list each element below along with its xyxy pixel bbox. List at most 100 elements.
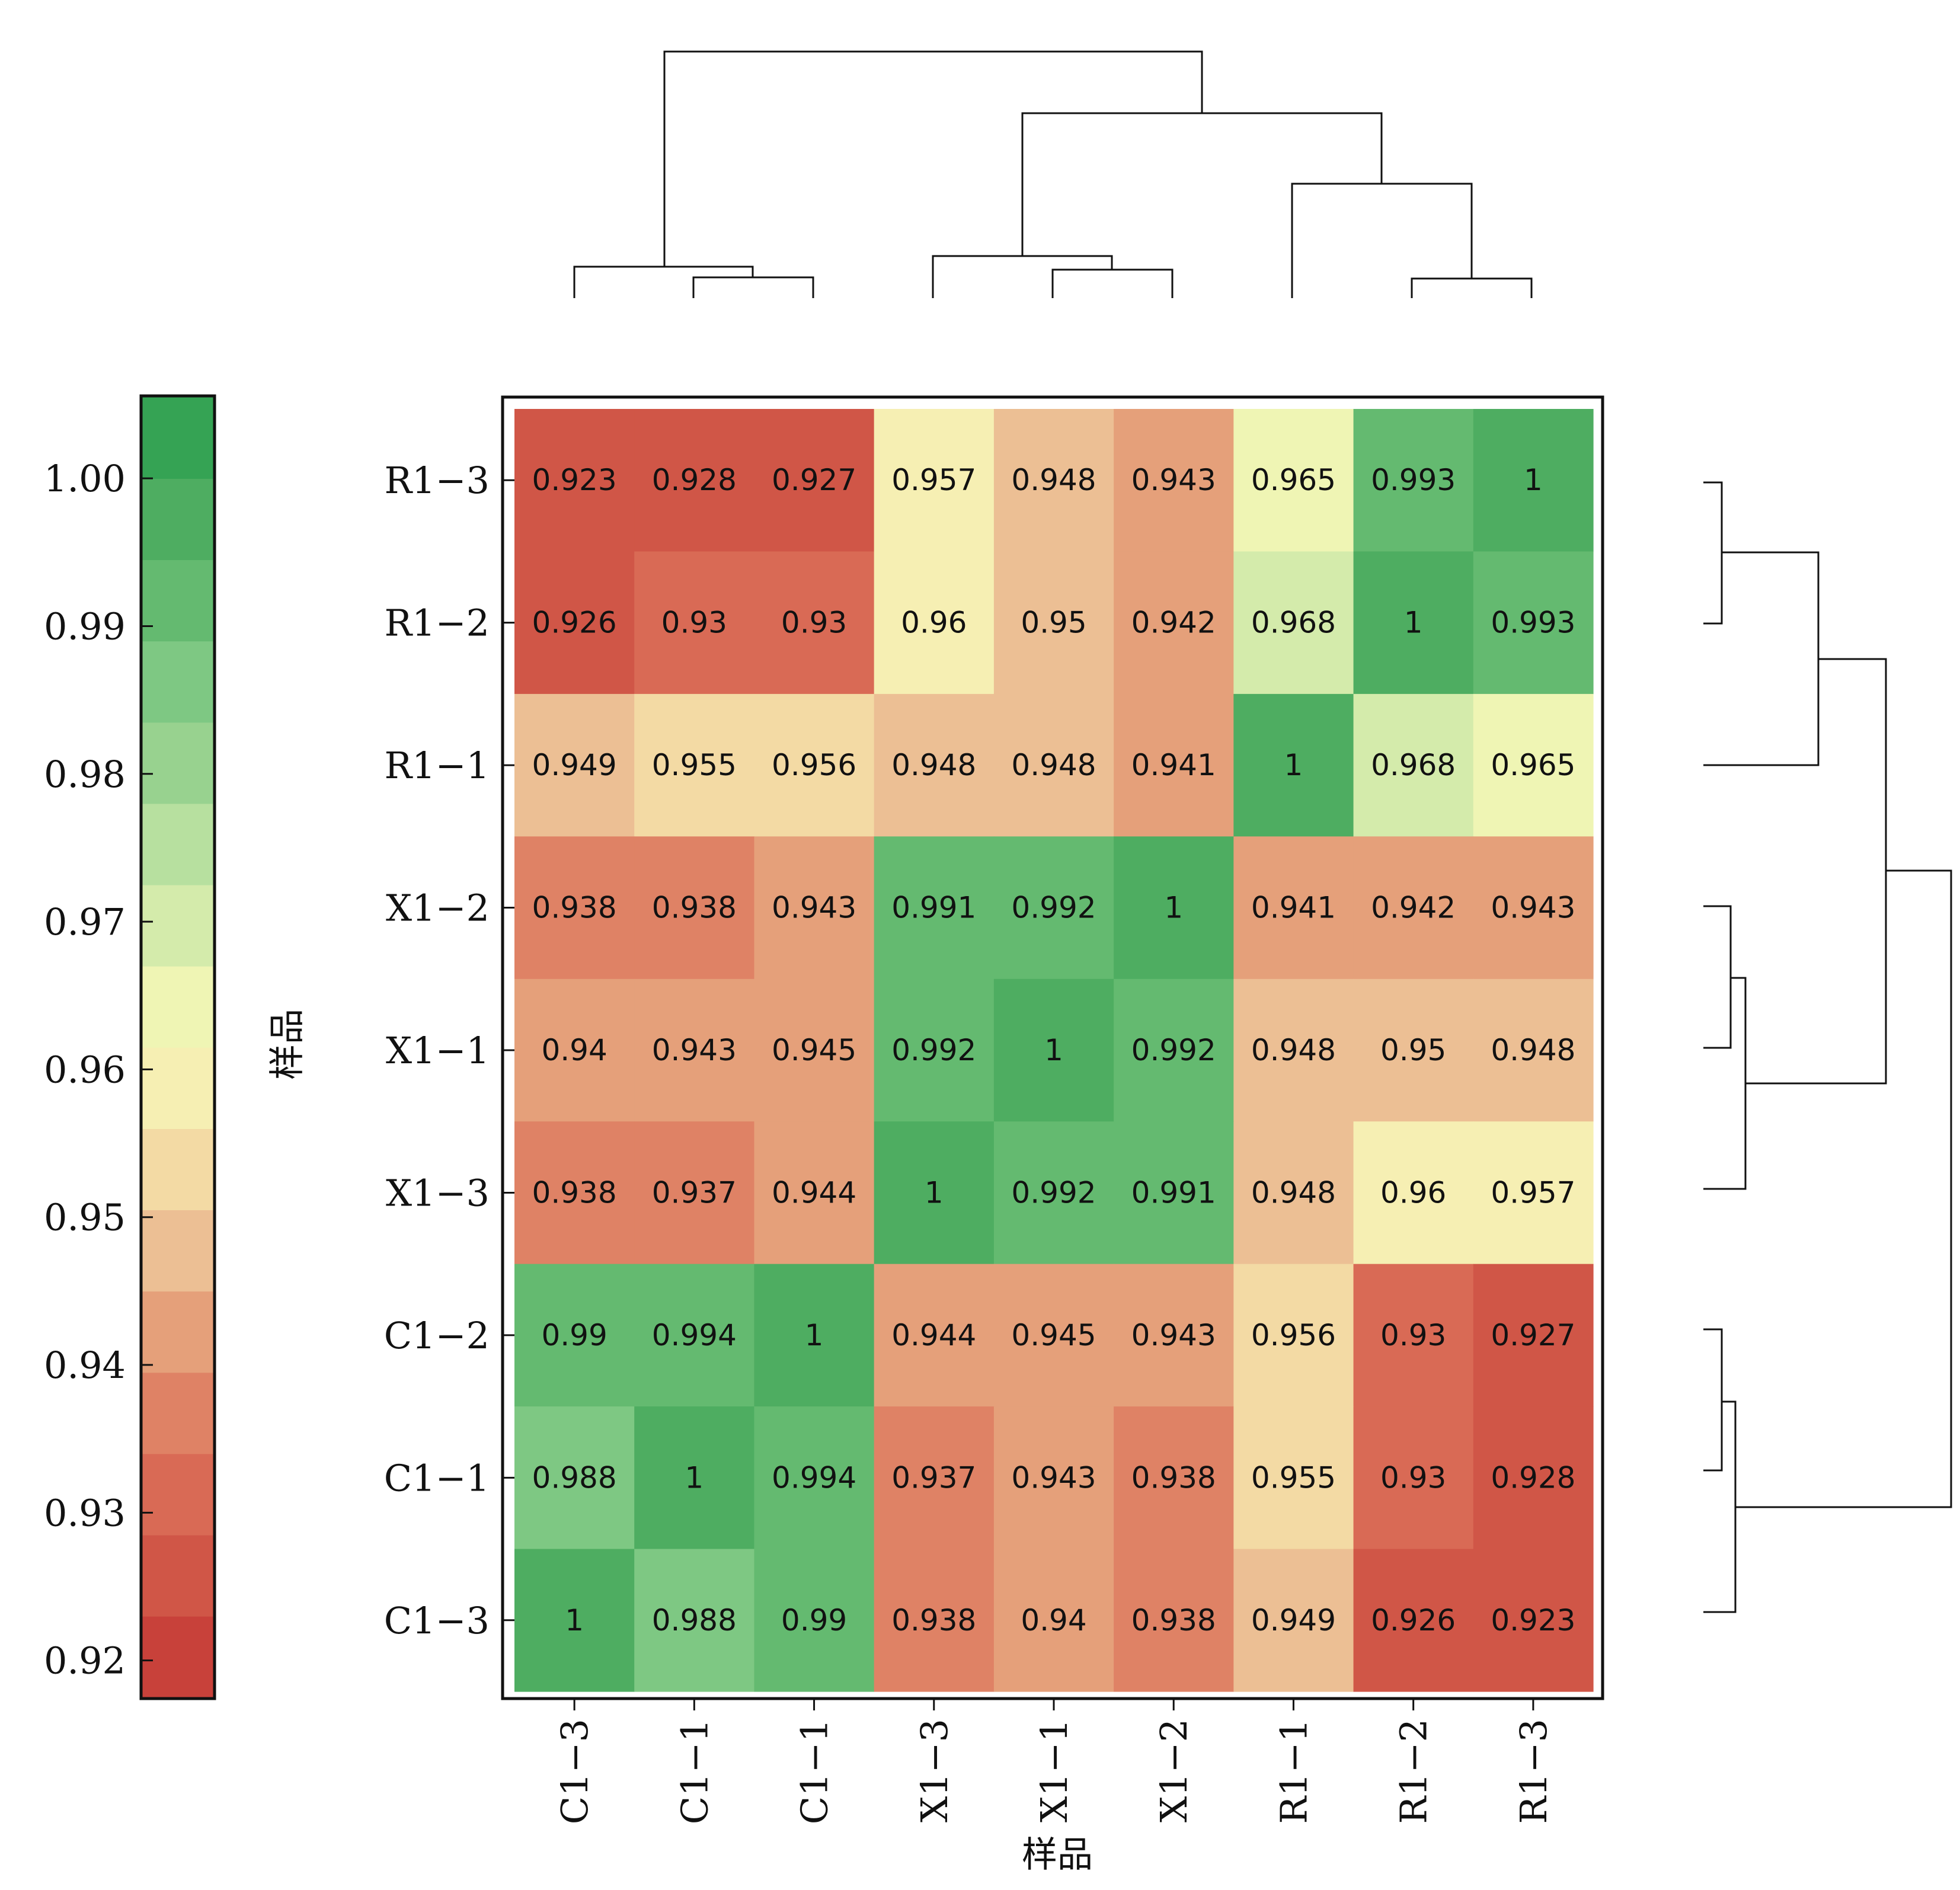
cell-value-label: 0.949: [532, 748, 617, 782]
heatmap-cell: [754, 1264, 875, 1407]
heatmap-cell: [514, 978, 635, 1122]
heatmap-cell: [634, 978, 755, 1122]
heatmap-cell: [514, 409, 635, 552]
heatmap-cell: [754, 1121, 875, 1265]
column-label: X1−3: [913, 1719, 956, 1822]
heatmap-cell: [1233, 409, 1354, 552]
cell-value-label: 0.991: [1131, 1175, 1216, 1210]
cell-value-label: 0.957: [891, 463, 976, 497]
color-bar-tick-label: 0.93: [44, 1491, 126, 1534]
cell-value-label: 0.948: [1251, 1033, 1336, 1067]
heatmap-cell: [1353, 1406, 1474, 1550]
heatmap-cell: [1473, 409, 1594, 552]
cell-value-label: 0.928: [652, 463, 737, 497]
cell-value-label: 0.992: [1011, 1175, 1096, 1210]
color-bar-band: [142, 1128, 213, 1211]
heatmap-cell: [1473, 1121, 1594, 1265]
heatmap-cell: [993, 836, 1114, 980]
heatmap-cell: [1473, 693, 1594, 837]
cell-value-label: 0.957: [1491, 1175, 1575, 1210]
color-bar-tick-label: 1.00: [44, 457, 126, 500]
heatmap-cell: [1473, 551, 1594, 695]
column-label: X1−1: [1032, 1719, 1076, 1822]
color-bar-band: [142, 884, 213, 967]
cell-value-label: 0.943: [652, 1033, 737, 1067]
y-axis-title: 样品: [267, 1009, 308, 1080]
color-bar-band: [142, 1616, 213, 1698]
row-label: X1−2: [386, 887, 490, 930]
cell-value-label: 0.992: [891, 1033, 976, 1067]
cell-value-label: 1: [1044, 1033, 1063, 1067]
heatmap-cell: [1473, 1264, 1594, 1407]
heatmap-cell: [1114, 693, 1234, 837]
cell-value-label: 0.96: [1380, 1175, 1446, 1210]
heatmap-cell: [1353, 409, 1474, 552]
cell-value-label: 0.956: [772, 748, 856, 782]
row-label: R1−3: [384, 459, 490, 502]
row-label: R1−1: [384, 744, 490, 787]
heatmap-cell: [1233, 693, 1354, 837]
color-bar-tick-label: 0.92: [44, 1639, 126, 1683]
heatmap-cell: [514, 1121, 635, 1265]
heatmap-cell: [874, 836, 995, 980]
top-dendrogram-upper-links: [663, 50, 1383, 267]
cell-value-label: 1: [805, 1318, 824, 1352]
heatmap-cell: [514, 551, 635, 695]
cell-value-label: 0.955: [1251, 1460, 1336, 1495]
row-label: C1−1: [384, 1456, 490, 1499]
cell-value-label: 0.988: [532, 1460, 617, 1495]
row-labels: R1−3 R1−2 R1−1 X1−2 X1−1 X1−3 C1−2 C1−1 C1−3: [384, 459, 514, 1642]
heatmap-cell: [1114, 978, 1234, 1122]
heatmap-cell: [874, 693, 995, 837]
cell-value-label: 0.948: [1251, 1175, 1336, 1210]
heatmap-cell: [1473, 978, 1594, 1122]
color-bar-band: [142, 641, 213, 723]
heatmap-cell: [754, 409, 875, 552]
cell-value-label: 0.93: [1380, 1318, 1446, 1352]
cell-value-label: 0.927: [772, 463, 856, 497]
column-label: R1−2: [1392, 1719, 1435, 1824]
heatmap-cell: [514, 1264, 635, 1407]
color-bar-band: [142, 1210, 213, 1292]
heatmap-cell: [1353, 1264, 1474, 1407]
column-label: C1−1: [673, 1719, 716, 1824]
heatmap-cell: [1353, 836, 1474, 980]
cell-value-label: 0.938: [1131, 1603, 1216, 1638]
heatmap-cell: [1233, 1406, 1354, 1550]
cell-value-label: 1: [925, 1175, 944, 1210]
heatmap-cell: [874, 409, 995, 552]
cell-value-label: 0.938: [532, 891, 617, 925]
column-label: X1−2: [1152, 1719, 1195, 1822]
cell-value-label: 0.944: [891, 1318, 976, 1352]
heatmap-cell: [993, 551, 1114, 695]
heatmap-cell: [1233, 836, 1354, 980]
heatmap-cell: [634, 409, 755, 552]
heatmap-cell: [1114, 836, 1234, 980]
color-bar-tick-label: 0.95: [44, 1196, 126, 1239]
cell-value-label: 0.994: [652, 1318, 737, 1352]
heatmap-cell: [874, 1549, 995, 1692]
heatmap-cell: [1353, 551, 1474, 695]
cell-value-label: 0.93: [661, 606, 727, 640]
row-label: C1−2: [384, 1314, 490, 1357]
heatmap-cells: 0.923 0.928 0.927 0.957 0.948 0.943 0.965 0.993…: [514, 409, 1594, 1692]
heatmap-cell: [1233, 551, 1354, 695]
cell-value-label: 0.955: [652, 748, 737, 782]
cell-value-label: 0.99: [781, 1603, 847, 1638]
heatmap-cell: [1114, 551, 1234, 695]
heatmap-cell: [874, 978, 995, 1122]
heatmap-cell: [634, 551, 755, 695]
cell-value-label: 0.942: [1371, 891, 1456, 925]
color-bar-band: [142, 559, 213, 642]
cell-value-label: 0.949: [1251, 1603, 1336, 1638]
heatmap-cell: [1473, 1406, 1594, 1550]
cell-value-label: 0.948: [1011, 748, 1096, 782]
heatmap-cell: [993, 693, 1114, 837]
row-label: X1−1: [386, 1029, 490, 1072]
cell-value-label: 0.927: [1491, 1318, 1575, 1352]
color-bar-frame: [139, 394, 216, 1700]
color-bar-tick-label: 0.98: [44, 753, 126, 796]
right-dendrogram-upper-links: [1735, 658, 1952, 1508]
cell-value-label: 0.991: [891, 891, 976, 925]
